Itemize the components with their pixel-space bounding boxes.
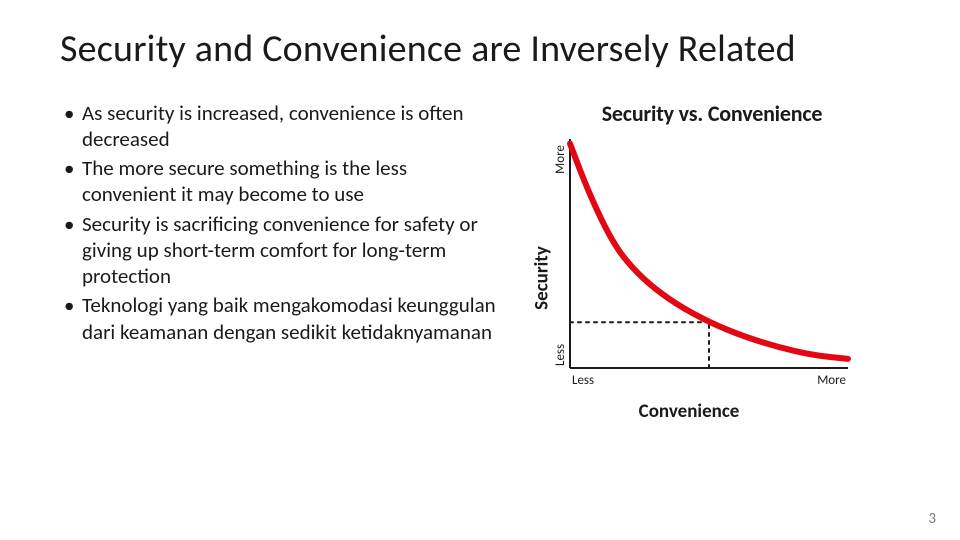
bullet-item: Security is sacrificing convenience for … [60, 211, 500, 290]
svg-text:Less: Less [572, 373, 594, 388]
content-row: As security is increased, convenience is… [60, 100, 900, 423]
bullet-item: As security is increased, convenience is… [60, 100, 500, 153]
chart-title: Security vs. Convenience [524, 100, 900, 127]
y-axis-label: Security [530, 246, 553, 310]
bullet-list: As security is increased, convenience is… [60, 100, 500, 348]
page-number: 3 [928, 510, 936, 528]
bullet-item: Teknologi yang baik mengakomodasi keungg… [60, 292, 500, 345]
chart-box: Security More Less Less More Convenience [524, 133, 854, 423]
svg-text:Less: Less [553, 344, 568, 366]
chart-svg: More Less Less More [524, 133, 854, 398]
svg-text:More: More [817, 373, 846, 388]
slide: Security and Convenience are Inversely R… [0, 0, 960, 540]
chart-container: Security vs. Convenience Security More Le… [524, 100, 900, 423]
bullet-item: The more secure something is the less co… [60, 155, 500, 208]
slide-title: Security and Convenience are Inversely R… [60, 28, 900, 72]
svg-text:More: More [553, 145, 568, 174]
x-axis-label: Convenience [524, 400, 854, 423]
